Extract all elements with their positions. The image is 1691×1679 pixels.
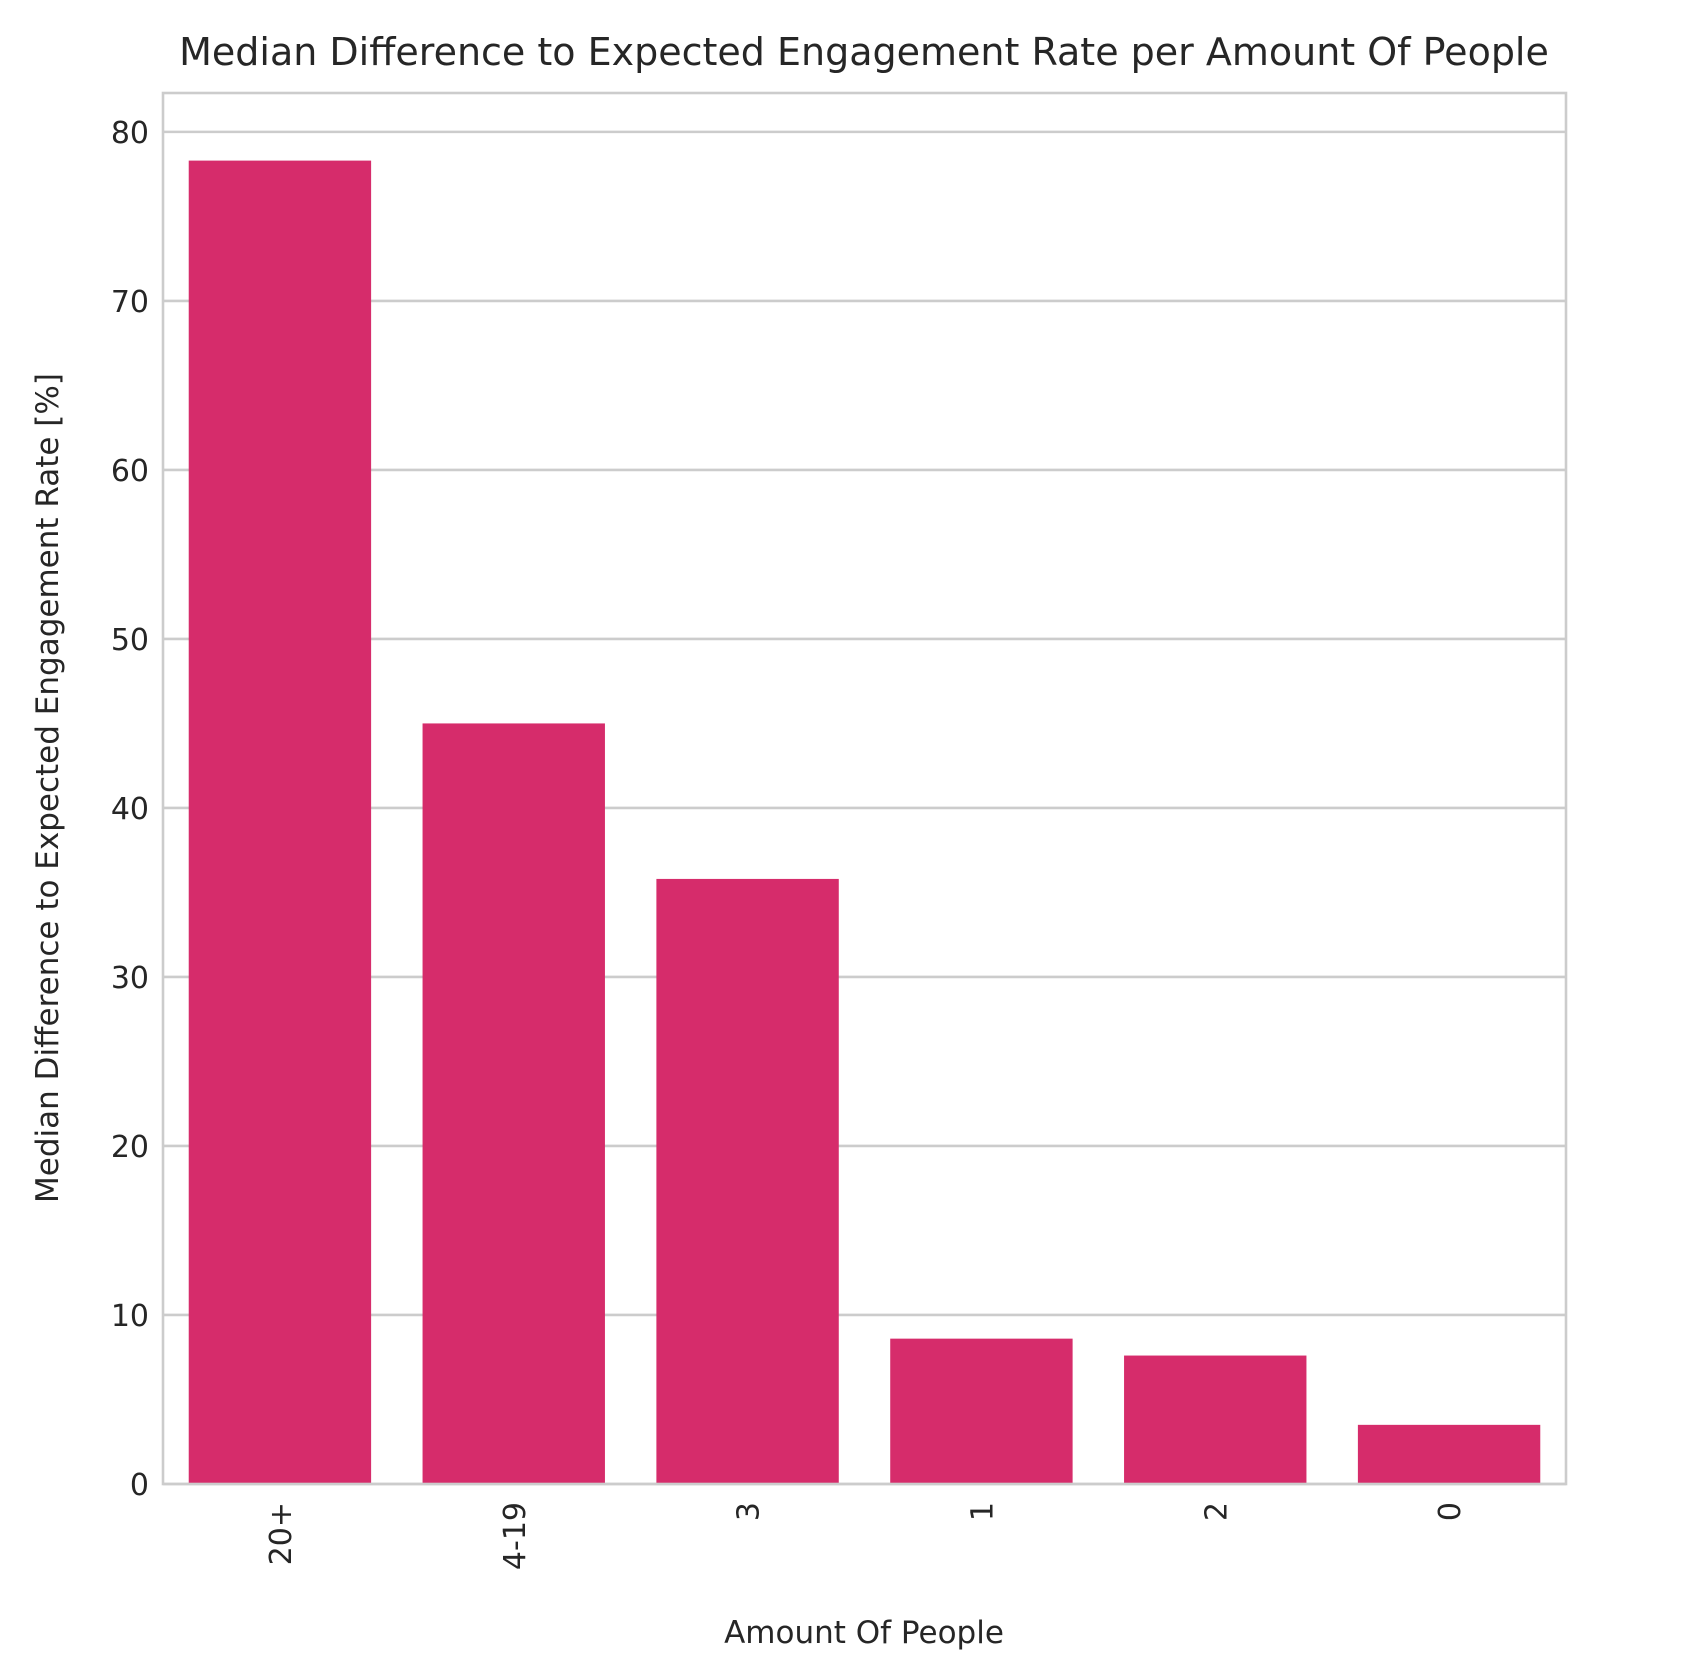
- y-tick-label: 70: [111, 285, 149, 320]
- y-tick-label: 40: [111, 792, 149, 827]
- y-tick-label: 0: [130, 1468, 149, 1503]
- x-tick-labels: 20+ 4-19 3 1 2 0: [264, 1502, 1468, 1570]
- y-tick-label: 50: [111, 623, 149, 658]
- x-tick-label: 0: [1433, 1502, 1468, 1521]
- x-tick-label: 4-19: [498, 1502, 533, 1570]
- y-tick-label: 30: [111, 961, 149, 996]
- bars: [188, 160, 1541, 1484]
- y-tick-labels: 0 10 20 30 40 50 60 70 80: [111, 116, 149, 1503]
- chart-title: Median Difference to Expected Engagement…: [179, 30, 1549, 74]
- x-tick-label: 1: [965, 1502, 1000, 1521]
- y-tick-label: 60: [111, 454, 149, 489]
- x-tick-label: 3: [732, 1502, 767, 1521]
- bar-20+: [188, 160, 372, 1484]
- x-axis-label: Amount Of People: [724, 1615, 1004, 1651]
- gridlines: [163, 130, 1566, 1486]
- bar-0: [1357, 1424, 1541, 1484]
- y-tick-label: 80: [111, 116, 149, 151]
- x-tick-label: 20+: [264, 1502, 299, 1565]
- y-tick-label: 20: [111, 1130, 149, 1165]
- y-tick-label: 10: [111, 1299, 149, 1334]
- bar-4-19: [422, 723, 605, 1484]
- bar-1: [890, 1338, 1073, 1484]
- y-axis-label: Median Difference to Expected Engagement…: [30, 373, 66, 1203]
- bar-3: [656, 878, 839, 1484]
- x-tick-label: 2: [1199, 1502, 1234, 1521]
- bar-2: [1124, 1355, 1307, 1484]
- plot-frame: [161, 91, 1568, 1486]
